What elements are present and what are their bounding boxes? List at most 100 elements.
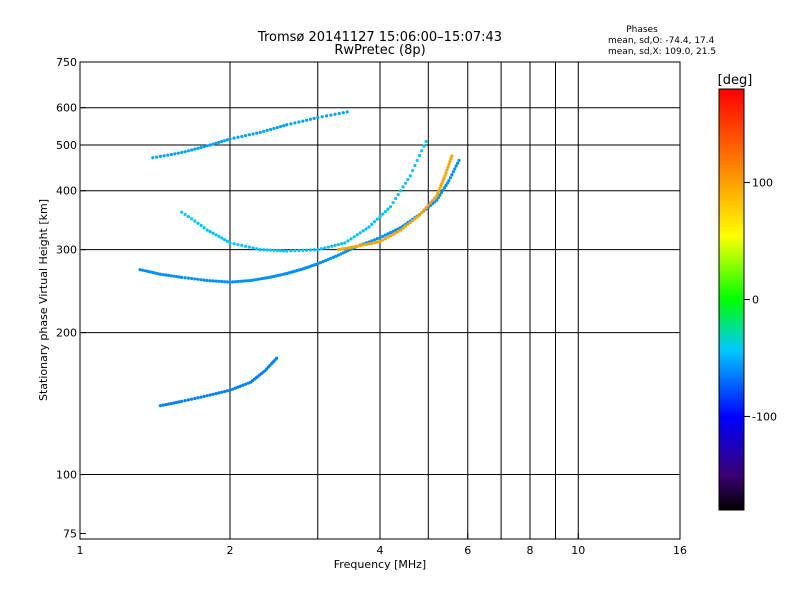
data-point xyxy=(305,248,309,252)
data-point xyxy=(202,226,206,230)
data-point xyxy=(448,176,452,180)
data-point xyxy=(293,249,297,253)
data-point xyxy=(378,236,382,240)
data-point xyxy=(158,404,163,408)
data-point xyxy=(375,217,379,221)
data-point xyxy=(454,164,458,168)
data-point xyxy=(442,176,446,180)
data-point xyxy=(422,208,426,212)
data-point xyxy=(275,248,279,253)
data-point xyxy=(324,258,328,263)
data-point xyxy=(220,279,224,284)
data-point xyxy=(406,222,410,226)
data-point xyxy=(394,228,398,232)
data-point xyxy=(272,126,276,131)
data-point xyxy=(231,387,235,391)
data-point xyxy=(372,238,377,242)
data-point xyxy=(233,386,237,390)
data-point xyxy=(426,203,430,207)
data-point xyxy=(228,137,232,141)
data-point xyxy=(285,249,289,253)
data-point xyxy=(408,174,412,178)
data-point xyxy=(217,279,221,283)
y-tick-label: 300 xyxy=(56,244,77,257)
data-point xyxy=(289,249,293,253)
legend-line-o: mean, sd,O: -74.4, 17.4 xyxy=(608,36,715,46)
data-point xyxy=(222,139,227,143)
data-point xyxy=(208,279,212,283)
data-point xyxy=(249,278,253,283)
data-point xyxy=(138,268,142,272)
y-tick-label: 600 xyxy=(56,102,77,115)
data-point xyxy=(388,234,393,238)
grid-lines xyxy=(80,62,680,539)
data-point xyxy=(180,210,184,214)
data-point xyxy=(193,396,197,401)
data-point xyxy=(193,219,197,223)
data-point xyxy=(370,222,374,226)
data-point xyxy=(430,198,435,203)
data-point xyxy=(278,249,283,253)
data-point xyxy=(293,121,297,125)
data-point xyxy=(441,179,445,183)
data-point xyxy=(386,207,390,211)
data-point xyxy=(413,217,417,221)
data-point xyxy=(316,115,320,120)
data-point xyxy=(167,402,171,406)
data-point xyxy=(381,238,385,242)
data-point xyxy=(323,246,327,250)
data-point xyxy=(447,162,451,166)
data-point xyxy=(358,244,362,248)
colorbar-label: [deg] xyxy=(718,73,753,88)
data-point xyxy=(445,168,449,172)
data-point xyxy=(318,261,323,265)
data-point xyxy=(228,280,232,284)
data-point xyxy=(333,243,337,247)
data-point xyxy=(202,145,206,149)
data-point xyxy=(222,389,227,394)
y-tick-label: 750 xyxy=(56,56,77,69)
data-point xyxy=(403,181,408,185)
data-point xyxy=(211,142,215,146)
x-tick-label: 8 xyxy=(527,544,534,557)
y-tick-label: 100 xyxy=(56,469,77,482)
data-point xyxy=(370,239,374,243)
data-point xyxy=(265,128,269,133)
data-point xyxy=(240,134,244,139)
data-point xyxy=(406,177,410,182)
data-point xyxy=(225,239,229,243)
data-point xyxy=(262,248,266,252)
data-point xyxy=(158,154,163,158)
data-point xyxy=(244,134,248,138)
axis-ticks: 1 2 4 6 8 10 16 75 100 200 300 400 500 600 750 xyxy=(56,56,687,557)
data-points xyxy=(138,110,461,408)
colorbar-ticks: 100 0 -100 xyxy=(744,177,777,423)
data-point xyxy=(169,274,173,278)
data-point xyxy=(355,244,359,248)
data-point xyxy=(190,397,194,401)
data-point xyxy=(180,275,184,279)
data-point xyxy=(251,246,255,250)
data-point xyxy=(225,280,229,284)
data-point xyxy=(177,400,181,404)
data-point xyxy=(211,279,215,283)
data-point xyxy=(443,174,447,178)
data-point xyxy=(415,158,419,163)
data-point xyxy=(183,399,187,403)
data-point xyxy=(220,390,224,394)
data-point xyxy=(312,248,316,252)
data-point xyxy=(190,276,194,281)
data-point xyxy=(214,391,218,396)
data-point xyxy=(424,206,428,210)
data-point xyxy=(222,238,227,242)
data-point xyxy=(394,231,398,235)
data-point xyxy=(258,130,262,134)
data-point xyxy=(422,144,426,148)
data-point xyxy=(339,247,343,251)
data-point xyxy=(193,277,197,281)
x-tick-label: 6 xyxy=(464,544,471,557)
data-point xyxy=(196,396,200,400)
data-point xyxy=(236,135,240,139)
data-point xyxy=(439,184,443,188)
data-point xyxy=(417,153,422,158)
